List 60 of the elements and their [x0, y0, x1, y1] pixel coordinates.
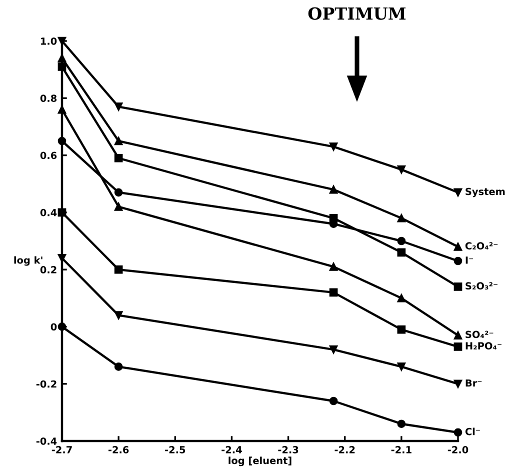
point	[454, 242, 462, 251]
point	[397, 325, 406, 334]
point	[329, 345, 338, 354]
point	[397, 214, 406, 222]
point	[114, 362, 123, 371]
point	[397, 362, 406, 371]
x-tick-label: -2.0	[448, 446, 468, 454]
point	[329, 214, 338, 222]
point	[454, 282, 462, 291]
x-tick-label: -2.5	[165, 446, 186, 454]
series-label: System	[466, 188, 505, 198]
x-axis-title: log [eluent]	[228, 456, 292, 466]
point	[329, 288, 338, 297]
point	[454, 380, 462, 388]
series-label: Cl⁻	[465, 428, 480, 436]
y-tick-label: 1.0	[41, 37, 57, 45]
y-axis-title: log k'	[14, 256, 42, 266]
x-tick-label: -2.6	[108, 446, 129, 454]
point	[114, 202, 123, 211]
y-tick-label: 0.6	[40, 152, 57, 160]
series-label: Br⁻	[466, 379, 482, 387]
point	[329, 142, 338, 151]
text: OPTIMUM	[308, 7, 406, 20]
series-label: H₂PO₄⁻	[466, 342, 502, 350]
point	[58, 62, 66, 71]
x-tick-label: -2.4	[222, 446, 242, 454]
point	[114, 136, 123, 146]
point	[454, 428, 462, 437]
point	[397, 420, 406, 428]
series-label: C₂O₄²⁻	[465, 242, 498, 250]
y-tick-label: 0.2	[40, 266, 56, 274]
point	[397, 165, 406, 174]
x-tick-label: -2.2	[334, 446, 355, 454]
point	[114, 311, 123, 320]
point	[114, 102, 123, 111]
y-tick-label: -0.4	[36, 437, 57, 445]
x-tick-label: -2.1	[391, 446, 412, 454]
point	[329, 262, 338, 271]
point	[329, 396, 338, 406]
y-tick-label: 0	[50, 323, 57, 331]
point	[114, 265, 123, 274]
point	[58, 136, 66, 146]
y-tick-label: 0.8	[40, 94, 57, 102]
point	[397, 236, 406, 246]
x-tick-label: -2.3	[278, 446, 298, 454]
point	[454, 188, 462, 197]
point	[114, 154, 123, 162]
point	[454, 342, 462, 351]
series-label: I⁻	[466, 256, 474, 264]
x-tick-label: -2.7	[52, 446, 72, 454]
point	[329, 185, 338, 194]
series-label: S₂O₃²⁻	[466, 282, 498, 290]
series-label: SO₄²⁻	[466, 330, 494, 338]
point	[397, 248, 406, 257]
point	[454, 256, 462, 266]
point	[397, 294, 406, 302]
y-tick-label: -0.2	[36, 380, 56, 388]
point	[114, 188, 123, 197]
y-tick-label: 0.4	[40, 208, 57, 216]
point	[454, 331, 462, 340]
